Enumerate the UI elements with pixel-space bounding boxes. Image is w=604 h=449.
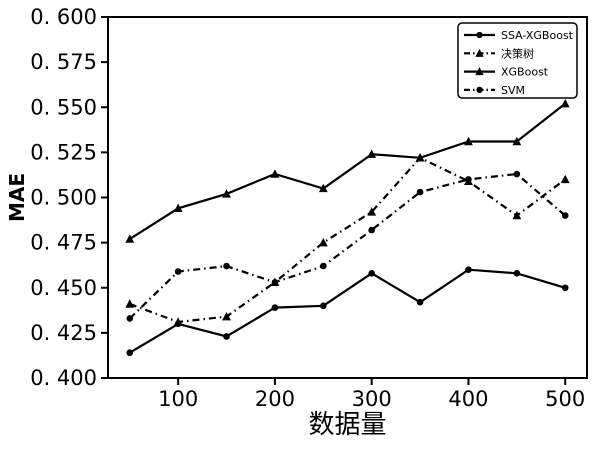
marker-circle [223,333,230,340]
marker-triangle [475,67,484,76]
marker-triangle [270,169,280,178]
marker-triangle [512,136,522,146]
y-tick-label: 0. 425 [30,321,97,345]
marker-triangle [318,237,328,247]
marker-circle [513,170,521,178]
marker-circle [126,349,134,357]
marker-triangle [318,183,328,193]
marker-circle [416,188,424,196]
marker-circle [368,226,375,234]
y-tick-label: 0. 525 [30,140,97,164]
marker-triangle [560,174,570,184]
y-axis-label: MAE [5,173,29,222]
marker-triangle [560,98,570,108]
marker-triangle [512,210,522,220]
y-tick-label: 0. 450 [30,276,97,300]
marker-circle [465,266,472,274]
legend-item-ssa-xgboost: SSA-XGBoost [464,29,574,42]
legend-label-ssa-xgboost: SSA-XGBoost [501,29,574,42]
y-tick-label: 0. 475 [30,231,97,255]
x-tick-label: 100 [158,387,198,411]
marker-circle [320,262,327,270]
x-tick-label: 400 [448,387,488,411]
marker-circle [561,212,569,219]
y-tick-label: 0. 575 [30,50,97,74]
legend-label-svm: SVM [501,84,525,97]
legend: SSA-XGBoost 决策树 XGBoost SVM [457,22,578,99]
y-tick-label: 0. 500 [30,186,97,210]
marker-triangle [367,149,377,158]
series-line-svm [129,172,566,320]
y-tick-label: 0. 400 [30,366,97,390]
marker-triangle [475,48,484,57]
marker-circle [476,86,483,94]
marker-triangle [464,136,473,146]
marker-triangle [222,189,231,198]
y-tick-label: 0. 600 [30,5,97,29]
marker-triangle [125,234,135,243]
series-line-decision-tree [129,156,566,324]
x-tick-label: 300 [352,387,392,411]
marker-circle [126,315,134,322]
legend-item-svm: SVM [464,84,525,97]
series-line-xgboost [129,102,566,240]
legend-box [457,22,578,99]
legend-label-decision-tree: 决策树 [501,46,534,60]
marker-triangle [415,153,425,162]
plot-spines [107,16,588,379]
legend-item-decision-tree: 决策树 [464,46,534,60]
marker-triangle [222,311,231,321]
marker-circle [465,176,472,183]
x-tick-label: 500 [545,387,585,411]
marker-circle [368,270,375,277]
marker-circle [561,284,569,292]
x-tick-label: 200 [255,387,295,411]
legend-item-xgboost: XGBoost [464,66,549,79]
marker-triangle [367,207,377,216]
marker-triangle [173,317,183,326]
marker-triangle [125,299,135,308]
legend-label-xgboost: XGBoost [501,66,549,79]
marker-circle [223,262,230,270]
marker-circle [416,298,424,306]
marker-circle [174,268,182,275]
marker-circle [271,279,279,286]
series-line-ssa-xgboost [129,268,566,354]
marker-circle [320,302,327,310]
marker-circle [476,31,483,39]
marker-triangle [173,203,183,213]
marker-circle [513,270,521,277]
x-axis-label: 数据量 [308,410,386,440]
marker-circle [271,304,279,311]
y-tick-label: 0. 550 [30,95,97,119]
